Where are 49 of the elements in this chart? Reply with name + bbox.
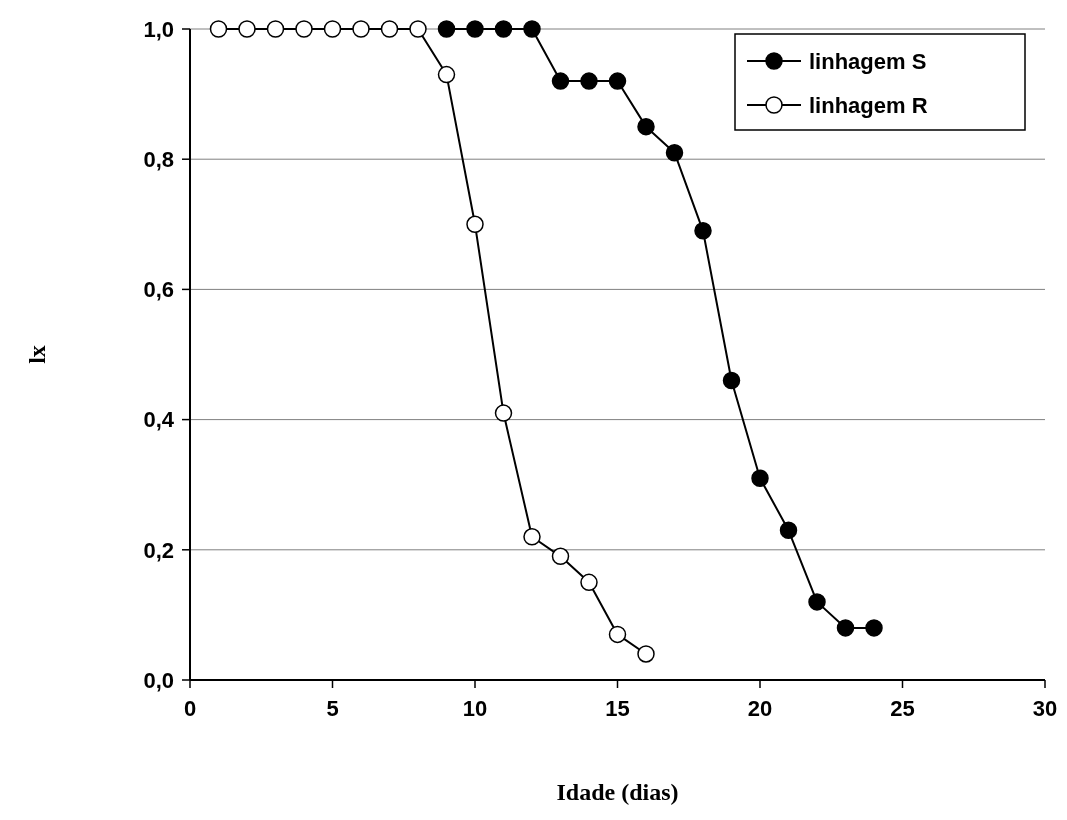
point	[722, 371, 741, 390]
point	[209, 20, 228, 38]
point	[836, 619, 855, 637]
x-tick-label: 15	[605, 696, 630, 721]
point	[323, 20, 342, 38]
point	[494, 404, 513, 422]
point	[523, 528, 541, 546]
y-tick-label: 0,2	[143, 537, 174, 563]
x-tick-label: 0	[183, 696, 197, 721]
point	[352, 20, 370, 38]
point	[437, 20, 456, 38]
point	[751, 469, 769, 487]
x-axis-title: Idade (dias)	[556, 779, 679, 805]
point	[665, 143, 684, 162]
point	[580, 573, 598, 592]
x-tick-label: 5	[326, 696, 339, 721]
legend-label: linhagem S	[809, 48, 927, 74]
point	[437, 65, 456, 84]
y-tick-label: 0,0	[143, 667, 174, 693]
point	[494, 20, 513, 38]
x-tick-label: 25	[890, 696, 915, 721]
point	[466, 215, 484, 234]
point	[266, 20, 285, 38]
point	[694, 222, 712, 240]
y-axis-title: lx	[24, 345, 50, 364]
point	[551, 72, 570, 90]
point	[409, 20, 427, 38]
y-tick-label: 0,6	[143, 277, 174, 303]
point	[295, 20, 313, 38]
y-tick-label: 0,4	[143, 407, 175, 433]
point	[551, 547, 570, 566]
y-tick-label: 1,0	[143, 16, 174, 42]
point	[380, 20, 399, 38]
point	[779, 521, 798, 540]
point	[637, 117, 655, 136]
point	[637, 645, 655, 663]
x-tick-label: 10	[462, 696, 488, 721]
x-tick-label: 30	[1032, 696, 1058, 721]
point	[608, 72, 627, 90]
point	[238, 20, 256, 38]
point	[808, 593, 826, 611]
y-tick-label: 0,8	[143, 146, 174, 172]
x-tick-label: 20	[747, 696, 773, 721]
point	[608, 625, 627, 644]
point	[580, 72, 598, 90]
point	[466, 20, 484, 38]
point	[865, 619, 883, 637]
point	[523, 20, 541, 38]
legend-label: linhagem R	[809, 92, 928, 118]
